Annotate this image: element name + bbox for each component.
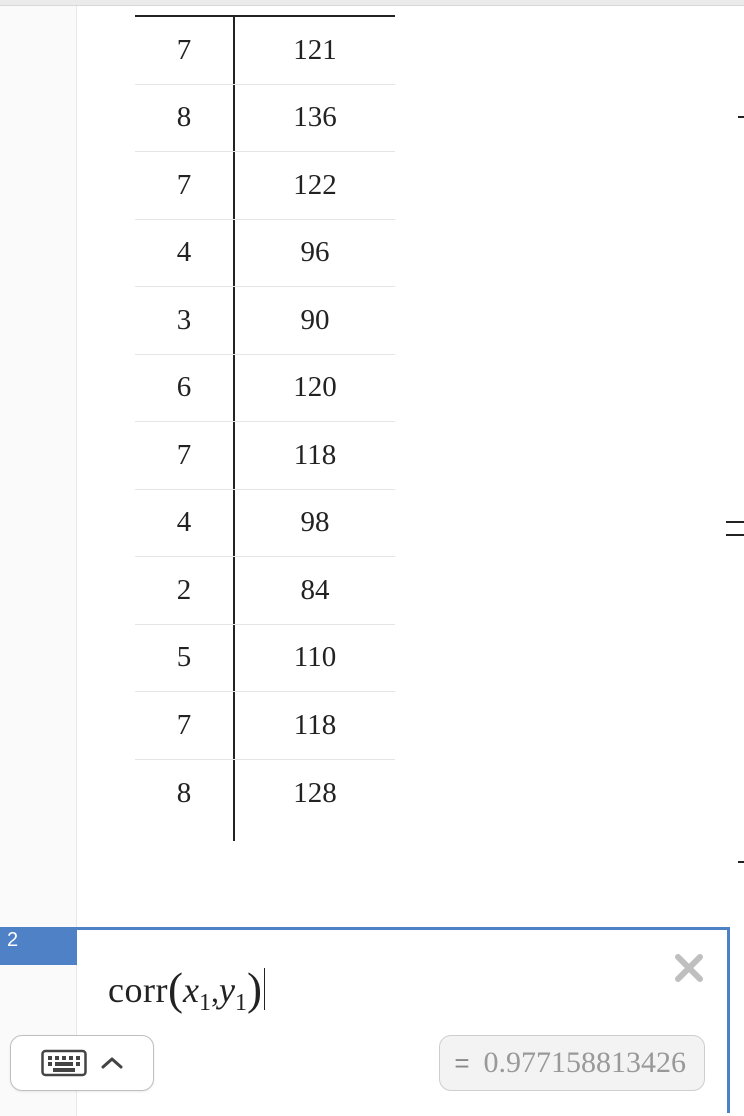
equals-icon: =	[454, 1048, 469, 1079]
table-row[interactable]: 7121	[135, 17, 395, 85]
table-cell-y[interactable]: 120	[235, 355, 395, 422]
table-row[interactable]: 390	[135, 287, 395, 355]
axis-tick	[726, 534, 744, 536]
open-paren: (	[168, 964, 183, 1014]
result-value: 0.977158813426	[484, 1046, 687, 1080]
table-cell-x[interactable]: 7	[135, 422, 235, 489]
row-number: 2	[7, 929, 18, 952]
axis-tick	[738, 116, 744, 118]
table-row[interactable]: 7118	[135, 692, 395, 760]
table-cell-x[interactable]: 5	[135, 625, 235, 692]
main-area: 7121813671224963906120711849828451107118…	[0, 6, 744, 927]
close-paren: )	[247, 964, 262, 1014]
chevron-up-icon	[101, 1056, 123, 1070]
keyboard-toggle-button[interactable]	[10, 1035, 154, 1091]
table-cell-y[interactable]: 121	[235, 17, 395, 84]
arg2-variable: y	[219, 970, 235, 1010]
table-cell-x[interactable]: 6	[135, 355, 235, 422]
arg1-variable: x	[183, 970, 199, 1010]
table-divider-tail	[233, 826, 235, 841]
table-cell-x[interactable]: 2	[135, 557, 235, 624]
table-cell-y[interactable]: 84	[235, 557, 395, 624]
table-cell-x[interactable]: 4	[135, 490, 235, 557]
table-cell-x[interactable]: 7	[135, 17, 235, 84]
table-cell-y[interactable]: 110	[235, 625, 395, 692]
table-row[interactable]: 7122	[135, 152, 395, 220]
table-cell-y[interactable]: 98	[235, 490, 395, 557]
axis-tick	[726, 521, 744, 523]
table-cell-y[interactable]: 90	[235, 287, 395, 354]
table-cell-x[interactable]: 7	[135, 152, 235, 219]
table-cell-y[interactable]: 118	[235, 692, 395, 759]
table-row[interactable]: 6120	[135, 355, 395, 423]
table-cell-y[interactable]: 128	[235, 760, 395, 828]
expression-gutter	[0, 6, 77, 927]
table-cell-y[interactable]: 122	[235, 152, 395, 219]
table-cell-x[interactable]: 8	[135, 760, 235, 828]
graph-edge	[728, 6, 744, 927]
row-number-tab[interactable]: 2	[0, 927, 77, 965]
result-output[interactable]: = 0.977158813426	[439, 1035, 705, 1091]
text-cursor	[264, 968, 266, 1010]
table-row[interactable]: 8128	[135, 760, 395, 828]
table-cell-x[interactable]: 3	[135, 287, 235, 354]
table-cell-y[interactable]: 136	[235, 85, 395, 152]
function-name: corr	[108, 970, 168, 1010]
table-cell-x[interactable]: 4	[135, 220, 235, 287]
delete-expression-button[interactable]	[673, 952, 705, 984]
arg1-subscript: 1	[199, 990, 211, 1016]
expression-input[interactable]: corr(x1,y1)	[108, 960, 265, 1013]
table-row[interactable]: 496	[135, 220, 395, 288]
table-cell-y[interactable]: 118	[235, 422, 395, 489]
table-cell-x[interactable]: 7	[135, 692, 235, 759]
table-row[interactable]: 498	[135, 490, 395, 558]
arg2-subscript: 1	[235, 990, 247, 1016]
expression-row-active[interactable]: 2 corr(x1,y1) = 0.977158813426	[0, 927, 730, 1113]
data-table: 7121813671224963906120711849828451107118…	[135, 15, 395, 827]
comma: ,	[211, 973, 219, 1009]
table-cell-y[interactable]: 96	[235, 220, 395, 287]
keyboard-icon	[41, 1047, 87, 1079]
table-row[interactable]: 5110	[135, 625, 395, 693]
table-row[interactable]: 8136	[135, 85, 395, 153]
table-row[interactable]: 7118	[135, 422, 395, 490]
table-cell-x[interactable]: 8	[135, 85, 235, 152]
axis-tick	[738, 861, 744, 863]
table-row[interactable]: 284	[135, 557, 395, 625]
